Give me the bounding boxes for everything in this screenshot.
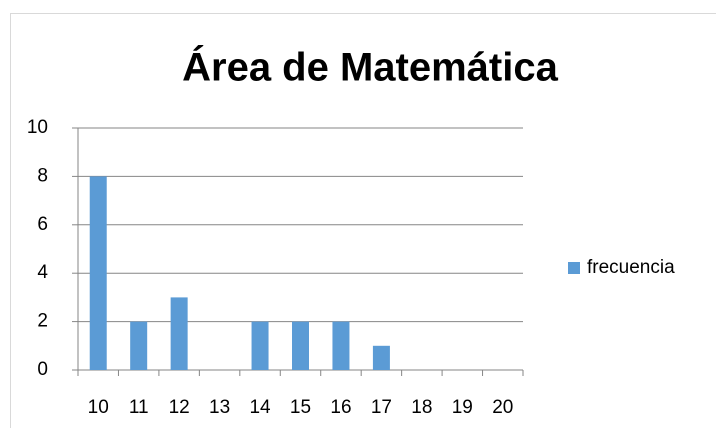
y-tick-label: 2 [37, 311, 48, 332]
bar [332, 321, 350, 370]
bar [372, 345, 390, 370]
legend-swatch [568, 262, 580, 274]
x-tick-label: 20 [492, 397, 513, 418]
x-tick-label: 19 [452, 397, 473, 418]
x-tick-label: 13 [209, 397, 230, 418]
chart-border [10, 13, 716, 428]
bar [292, 321, 309, 370]
y-tick-label: 4 [37, 262, 48, 283]
x-tick-label: 10 [88, 397, 109, 418]
chart-title: Área de Matemática [182, 45, 558, 90]
x-tick-label: 12 [169, 397, 190, 418]
bar [130, 321, 148, 370]
x-tick-label: 18 [411, 397, 432, 418]
y-tick-label: 10 [27, 117, 48, 138]
x-tick-label: 14 [249, 397, 271, 418]
bar [170, 297, 188, 370]
y-tick-label: 8 [37, 165, 48, 186]
bar [251, 321, 269, 370]
x-tick-label: 15 [290, 397, 311, 418]
y-tick-label: 0 [37, 359, 48, 380]
x-tick-label: 17 [371, 397, 392, 418]
y-tick-label: 6 [37, 214, 48, 235]
x-tick-label: 16 [330, 397, 351, 418]
legend-label: frecuencia [587, 257, 675, 278]
x-tick-label: 11 [129, 397, 149, 418]
bar [89, 176, 107, 370]
